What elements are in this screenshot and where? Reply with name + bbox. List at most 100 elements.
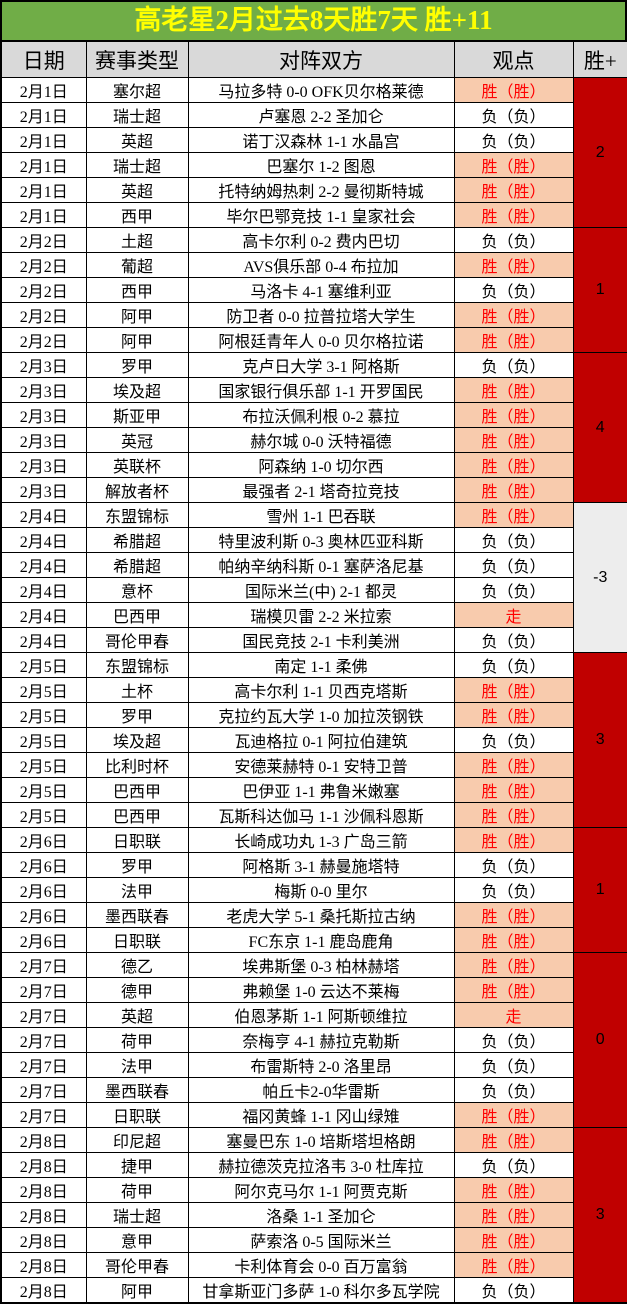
table-row: 2月8日 捷甲 赫拉德茨克拉洛韦 3-0 杜库拉 负（负） [0, 1152, 627, 1178]
table-row: 2月2日 西甲 马洛卡 4-1 塞维利亚 负（负） [0, 277, 627, 303]
view-cell: 胜（胜） [453, 1252, 574, 1278]
date-cell: 2月4日 [0, 577, 87, 603]
league-cell: 印尼超 [85, 1127, 189, 1153]
winplus-cell: 2 [572, 77, 627, 228]
table-row: 2月7日 德乙 埃弗斯堡 0-3 柏林赫塔 胜（胜） 0 [0, 952, 627, 1128]
view-cell: 胜（胜） [453, 952, 574, 978]
matchup-cell: 帕丘卡2-0华雷斯 [187, 1077, 455, 1103]
date-cell: 2月5日 [0, 677, 87, 703]
view-cell: 胜（胜） [453, 177, 574, 203]
date-cell: 2月4日 [0, 552, 87, 578]
matchup-cell: 瑞模贝雷 2-2 米拉索 [187, 602, 455, 628]
date-cell: 2月4日 [0, 527, 87, 553]
date-cell: 2月7日 [0, 1002, 87, 1028]
matchup-cell: 伯恩茅斯 1-1 阿斯顿维拉 [187, 1002, 455, 1028]
date-cell: 2月7日 [0, 977, 87, 1003]
league-cell: 瑞士超 [85, 1202, 189, 1228]
winplus-cell: 1 [572, 827, 627, 953]
table-row: 2月8日 荷甲 阿尔克马尔 1-1 阿贾克斯 胜（胜） [0, 1177, 627, 1203]
date-cell: 2月6日 [0, 827, 87, 853]
date-cell: 2月3日 [0, 402, 87, 428]
league-cell: 瑞士超 [85, 102, 189, 128]
date-cell: 2月5日 [0, 702, 87, 728]
view-cell: 胜（胜） [453, 152, 574, 178]
header-row: 日期 赛事类型 对阵双方 观点 胜+ [0, 40, 627, 78]
table-row: 2月4日 巴西甲 瑞模贝雷 2-2 米拉索走 [0, 602, 627, 628]
league-cell: 日职联 [85, 927, 189, 953]
date-cell: 2月5日 [0, 777, 87, 803]
league-cell: 英超 [85, 127, 189, 153]
winplus-cell: 3 [572, 1127, 627, 1304]
date-cell: 2月3日 [0, 377, 87, 403]
view-cell: 胜（胜） [453, 477, 574, 503]
view-cell: 负（负） [453, 352, 574, 378]
view-cell: 负（负） [453, 127, 574, 153]
date-cell: 2月4日 [0, 502, 87, 528]
league-cell: 英联杯 [85, 452, 189, 478]
matchup-cell: 巴伊亚 1-1 弗鲁米嫩塞 [187, 777, 455, 803]
table-row: 2月3日 斯亚甲 布拉沃佩利根 0-2 慕拉 胜（胜） [0, 402, 627, 428]
league-cell: 阿甲 [85, 302, 189, 328]
matchup-cell: 塞曼巴东 1-0 培斯塔坦格朗 [187, 1127, 455, 1153]
view-cell: 胜（胜） [453, 427, 574, 453]
view-cell: 负（负） [453, 1027, 574, 1053]
date-cell: 2月8日 [0, 1227, 87, 1253]
view-cell: 胜（胜） [453, 202, 574, 228]
league-cell: 英冠 [85, 427, 189, 453]
view-cell: 胜（胜） [453, 927, 574, 953]
matchup-cell: 萨索洛 0-5 国际米兰 [187, 1227, 455, 1253]
date-cell: 2月4日 [0, 627, 87, 653]
date-cell: 2月5日 [0, 727, 87, 753]
date-cell: 2月6日 [0, 852, 87, 878]
table-row: 2月3日 解放者杯 最强者 2-1 塔奇拉竞技 胜（胜） [0, 477, 627, 503]
league-cell: 巴西甲 [85, 802, 189, 828]
column-header-date: 日期 [0, 40, 87, 78]
view-cell: 胜（胜） [453, 402, 574, 428]
date-cell: 2月7日 [0, 1077, 87, 1103]
league-cell: 瑞士超 [85, 152, 189, 178]
table-row: 2月5日 巴西甲 瓦斯科达伽马 1-1 沙佩科恩斯 胜（胜） [0, 802, 627, 828]
league-cell: 阿甲 [85, 1277, 189, 1304]
date-cell: 2月3日 [0, 352, 87, 378]
table-row: 2月2日 阿甲 阿根廷青年人 0-0 贝尔格拉诺 胜（胜） [0, 327, 627, 353]
view-cell: 负（负） [453, 277, 574, 303]
table-row: 2月8日 瑞士超 洛桑 1-1 圣加仑 胜（胜） [0, 1202, 627, 1228]
view-cell: 胜（胜） [453, 302, 574, 328]
league-cell: 巴西甲 [85, 777, 189, 803]
date-cell: 2月1日 [0, 102, 87, 128]
matchup-cell: 赫尔城 0-0 沃特福德 [187, 427, 455, 453]
table-row: 2月3日 罗甲 克卢日大学 3-1 阿格斯 负（负） 4 [0, 352, 627, 503]
table-row: 2月6日 日职联 长崎成功丸 1-3 广岛三箭 胜（胜） 1 [0, 827, 627, 953]
view-cell: 负（负） [453, 1277, 574, 1304]
league-cell: 土杯 [85, 677, 189, 703]
matchup-cell: 埃弗斯堡 0-3 柏林赫塔 [187, 952, 455, 978]
table-row: 2月1日 瑞士超 巴塞尔 1-2 图恩 胜（胜） [0, 152, 627, 178]
matchup-cell: 特里波利斯 0-3 奥林匹亚科斯 [187, 527, 455, 553]
table-row: 2月7日 法甲 布雷斯特 2-0 洛里昂 负（负） [0, 1052, 627, 1078]
league-cell: 日职联 [85, 827, 189, 853]
matchup-cell: 奈梅亨 4-1 赫拉克勒斯 [187, 1027, 455, 1053]
league-cell: 意甲 [85, 1227, 189, 1253]
view-cell: 胜（胜） [453, 452, 574, 478]
matchup-cell: 毕尔巴鄂竞技 1-1 皇家社会 [187, 202, 455, 228]
matchup-cell: 卡利体育会 0-0 百万富翁 [187, 1252, 455, 1278]
view-cell: 胜（胜） [453, 77, 574, 103]
date-cell: 2月6日 [0, 877, 87, 903]
view-cell: 负（负） [453, 1077, 574, 1103]
matchup-cell: 甘拿斯亚门多萨 1-0 科尔多瓦学院 [187, 1277, 455, 1304]
date-cell: 2月3日 [0, 477, 87, 503]
table-row: 2月6日 罗甲 阿格斯 3-1 赫曼施塔特 负（负） [0, 852, 627, 878]
table-row: 2月5日 巴西甲 巴伊亚 1-1 弗鲁米嫩塞 胜（胜） [0, 777, 627, 803]
view-cell: 走 [453, 1002, 574, 1028]
view-cell: 胜（胜） [453, 702, 574, 728]
matchup-cell: 高卡尔利 0-2 费内巴切 [187, 227, 455, 253]
league-cell: 斯亚甲 [85, 402, 189, 428]
table-row: 2月8日 印尼超 塞曼巴东 1-0 培斯塔坦格朗胜（胜） 3 [0, 1127, 627, 1304]
view-cell: 胜（胜） [453, 802, 574, 828]
league-cell: 葡超 [85, 252, 189, 278]
view-cell: 胜（胜） [453, 977, 574, 1003]
view-cell: 胜（胜） [453, 377, 574, 403]
date-cell: 2月8日 [0, 1202, 87, 1228]
table-row: 2月2日 阿甲 防卫者 0-0 拉普拉塔大学生 胜（胜） [0, 302, 627, 328]
matchup-cell: 克拉约瓦大学 1-0 加拉茨钢铁 [187, 702, 455, 728]
